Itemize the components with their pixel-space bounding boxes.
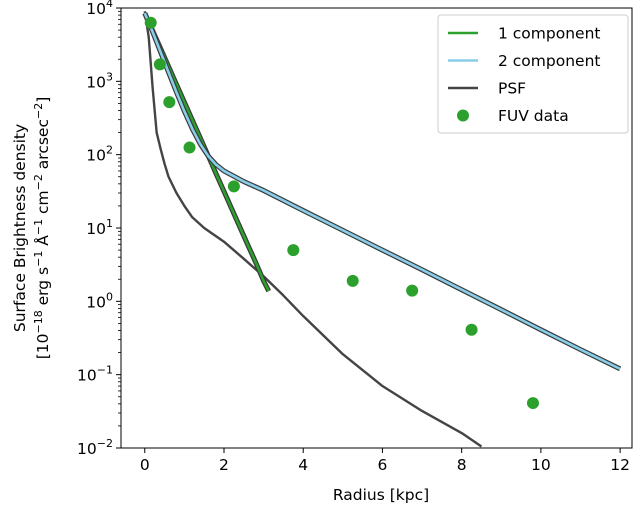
y-tick-label: 103 — [86, 70, 113, 91]
x-axis-label: Radius [kpc] — [333, 486, 429, 504]
2-component-legend-label: 2 component — [498, 52, 600, 70]
x-tick-label: 6 — [378, 456, 388, 474]
fuv-data-point — [526, 397, 539, 410]
y-tick-label: 104 — [86, 0, 113, 18]
y-label-suffix: ] — [34, 97, 52, 103]
x-tick-label: 10 — [531, 456, 551, 474]
plot-frame — [120, 7, 633, 449]
1-component-legend-label: 1 component — [498, 25, 600, 43]
fuv-data-point — [465, 323, 478, 336]
y-tick-label: 10−1 — [77, 364, 113, 385]
fuv-data-legend-swatch — [457, 109, 469, 122]
fuv-data-point — [227, 180, 240, 193]
x-tick-label: 4 — [298, 456, 308, 474]
x-tick-label: 0 — [140, 456, 150, 474]
y-tick-label: 102 — [86, 144, 113, 165]
y-label-exp-cm: −2 — [32, 174, 45, 190]
y-tick-label: 10−2 — [77, 437, 113, 458]
x-tick-label: 8 — [457, 456, 467, 474]
y-label-angstrom: Å — [33, 235, 52, 251]
psf-legend-label: PSF — [498, 80, 526, 98]
fuv-data-point — [406, 284, 419, 297]
y-label-exp-s: −1 — [32, 251, 45, 267]
y-label-erg: erg s — [34, 267, 52, 310]
psf-line — [143, 11, 483, 448]
legend-box — [437, 14, 629, 134]
y-label-exp-unit: −18 — [32, 310, 45, 333]
y-label-exp-arcsec: −2 — [32, 103, 45, 119]
fuv-data-point — [346, 274, 359, 287]
x-tick-label: 2 — [219, 456, 229, 474]
fuv-data-point — [144, 16, 157, 29]
fuv-data-point — [287, 244, 300, 257]
y-tick-label: 101 — [86, 217, 113, 238]
2-component-line — [143, 12, 621, 371]
y-label-arcsec: arcsec — [34, 119, 52, 174]
fuv-data-point — [163, 96, 176, 109]
y-label-exp-ang: −1 — [32, 219, 45, 235]
axis-ticks: 0 2 4 6 8 10 12 10−2 10−1 100 101 102 103 104 — [77, 0, 630, 474]
y-label-cm: cm — [34, 190, 52, 219]
fuv-data-point — [183, 141, 196, 154]
y-tick-label: 100 — [86, 290, 113, 311]
y-axis-label-line2: [10−18 erg s−1 Å−1 cm−2 arcsec−2] — [32, 97, 52, 360]
x-tick-label: 12 — [610, 456, 630, 474]
y-axis-label-line1: Surface Brightness density — [11, 124, 29, 332]
plot-series — [142, 11, 622, 448]
fuv-data-legend-label: FUV data — [498, 107, 569, 125]
legend: 1 component 2 component PSF FUV data — [437, 14, 629, 134]
fuv-data-point — [153, 58, 166, 71]
y-label-prefix: [10 — [34, 334, 52, 360]
